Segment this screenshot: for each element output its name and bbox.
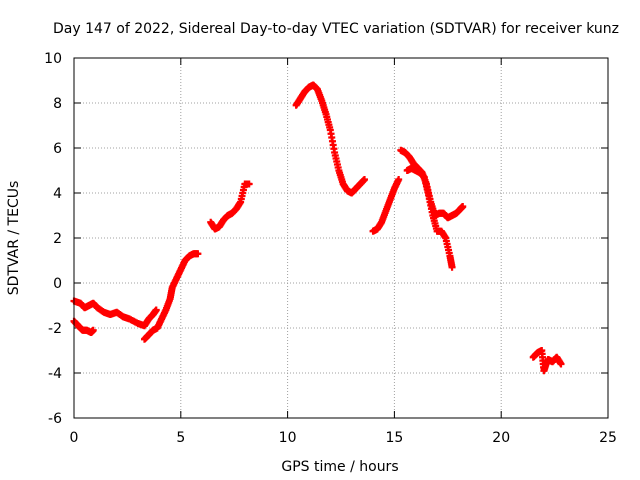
y-tick-label: 0 — [53, 276, 62, 292]
data-point — [459, 203, 467, 210]
data-point — [395, 176, 403, 183]
plot-frame — [73, 57, 609, 419]
x-tick-label: 15 — [385, 430, 403, 446]
y-tick-label: -4 — [48, 366, 62, 382]
y-tick-label: 10 — [44, 51, 62, 67]
series-arc-1 — [70, 297, 160, 330]
ticks: 0 5 10 15 20 25 -6 -4 -2 0 2 4 6 8 10 — [44, 51, 617, 446]
chart-title: Day 147 of 2022, Sidereal Day-to-day VTE… — [53, 21, 619, 37]
y-tick-label: 2 — [53, 231, 62, 247]
y-axis-label: SDTVAR / TECUs — [6, 181, 22, 296]
x-tick-label: 20 — [492, 430, 510, 446]
x-tick-label: 0 — [70, 430, 79, 446]
data-point — [194, 250, 202, 258]
x-axis-label: GPS time / hours — [281, 459, 398, 475]
data-point — [360, 176, 368, 183]
series-arc-9 — [529, 347, 565, 375]
series-arc-6 — [369, 176, 403, 235]
y-tick-label: 8 — [53, 96, 62, 112]
data-point — [557, 360, 565, 368]
series-arc-4 — [207, 180, 253, 233]
data-points — [70, 81, 565, 375]
grid — [74, 58, 608, 418]
series-arc-8 — [403, 164, 456, 271]
y-tick-label: 4 — [53, 186, 62, 202]
x-tick-label: 25 — [599, 430, 617, 446]
series-arc-3 — [140, 250, 202, 343]
x-tick-label: 5 — [176, 430, 185, 446]
y-tick-label: 6 — [53, 141, 62, 157]
data-point — [245, 180, 253, 188]
data-point — [152, 306, 160, 314]
y-tick-label: -2 — [48, 321, 62, 337]
x-tick-label: 10 — [279, 430, 297, 446]
y-tick-label: -6 — [48, 411, 62, 427]
data-point — [448, 263, 456, 271]
series-arc-5 — [292, 81, 368, 197]
series-arc-2 — [70, 317, 97, 336]
data-point — [89, 326, 97, 334]
